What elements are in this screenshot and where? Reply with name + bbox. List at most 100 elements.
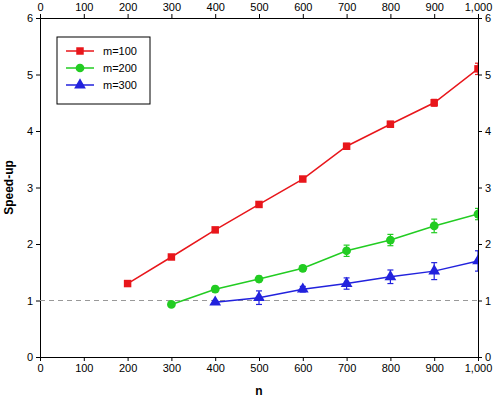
tick-label: 6: [485, 12, 491, 24]
tick-label: 100: [75, 362, 93, 374]
tick-label: 700: [338, 1, 356, 13]
tick-label: 800: [382, 362, 400, 374]
tick-label: 200: [119, 362, 137, 374]
tick-mark: [215, 14, 216, 18]
tick: 500: [250, 357, 268, 374]
tick: 1: [27, 295, 40, 307]
marker: [124, 280, 131, 287]
tick-label: 6: [27, 12, 33, 24]
legend-entry: m=300: [66, 78, 137, 91]
tick: 200: [119, 357, 137, 374]
axis-line: [41, 358, 479, 362]
error-bar-cap: [475, 250, 478, 251]
marker: [255, 275, 264, 284]
axis: 0 1 2 3 4 5 6: [478, 12, 491, 363]
marker: [385, 270, 397, 280]
tick-label: 0: [37, 362, 43, 374]
tick: 500: [250, 1, 268, 18]
tick: 700: [338, 357, 356, 374]
tick-label: 800: [382, 1, 400, 13]
tick-mark: [36, 357, 40, 358]
error-bar: [387, 121, 393, 127]
axis: 01002003004005006007008009001,000: [37, 1, 492, 19]
marker: [430, 222, 439, 231]
legend-marker: [74, 78, 86, 88]
tick-mark: [303, 357, 304, 361]
tick-label: 500: [250, 362, 268, 374]
marker: [387, 120, 394, 127]
axis-line: [36, 19, 41, 358]
series-line: [128, 69, 478, 284]
tick-mark: [478, 244, 482, 245]
series-line: [171, 214, 478, 304]
y-axis-title: Speed-up: [2, 160, 16, 215]
axis: 0 100 200 300 400 500 600 700 800 900 1,000: [37, 357, 492, 374]
legend-marker: [76, 64, 85, 73]
legend-entry: m=100: [66, 45, 137, 57]
tick-mark: [36, 188, 40, 189]
legend-label: m=300: [103, 79, 137, 91]
tick: 300: [163, 1, 181, 18]
marker: [298, 264, 307, 273]
tick-label: 0: [37, 1, 43, 13]
axis: 0123456: [27, 12, 41, 363]
error-bar-cap: [431, 219, 437, 220]
axis-line: [41, 14, 479, 19]
tick-label: 400: [207, 362, 225, 374]
tick: 4: [478, 125, 491, 137]
error-bar-cap: [431, 262, 437, 263]
tick-label: 1,000: [465, 362, 493, 374]
tick: 900: [426, 357, 444, 374]
marker: [255, 201, 262, 208]
marker: [342, 246, 351, 255]
tick: 800: [382, 357, 400, 374]
legend-label: m=200: [103, 62, 137, 74]
marker: [428, 264, 440, 274]
tick-mark: [128, 357, 129, 361]
tick-label: 700: [338, 362, 356, 374]
tick: 3: [478, 182, 491, 194]
marker: [474, 210, 478, 219]
tick-mark: [36, 75, 40, 76]
tick-label: 600: [294, 362, 312, 374]
error-bar-cap: [475, 74, 478, 75]
legend-marker: [76, 47, 83, 54]
tick: 2: [478, 238, 491, 250]
tick: 6: [478, 12, 491, 24]
tick-mark: [36, 18, 40, 19]
tick-label: 0: [485, 351, 491, 363]
tick-mark: [478, 14, 479, 18]
error-bar: [431, 99, 437, 106]
marker: [430, 99, 437, 106]
marker: [211, 285, 220, 294]
marker: [299, 175, 306, 182]
tick-label: 3: [27, 182, 33, 194]
tick-mark: [478, 18, 482, 19]
marker: [167, 300, 176, 309]
tick-mark: [478, 301, 482, 302]
tick: 800: [382, 1, 400, 18]
tick-label: 300: [163, 362, 181, 374]
tick: 1: [478, 295, 491, 307]
error-bar-cap: [475, 208, 478, 209]
tick-mark: [303, 14, 304, 18]
tick-mark: [478, 357, 482, 358]
tick: 600: [294, 1, 312, 18]
marker: [211, 226, 218, 233]
tick-label: 900: [426, 362, 444, 374]
error-bar-cap: [475, 271, 478, 272]
tick-label: 2: [27, 238, 33, 250]
tick: 700: [338, 1, 356, 18]
legend-frame: [57, 37, 150, 104]
tick: 200: [119, 1, 137, 18]
error-bar-cap: [431, 279, 437, 280]
tick-mark: [171, 357, 172, 361]
tick-label: 5: [485, 69, 491, 81]
marker: [386, 236, 395, 245]
tick-mark: [128, 14, 129, 18]
tick-mark: [259, 357, 260, 361]
marker: [341, 277, 353, 287]
tick: 2: [27, 238, 40, 250]
error-bar-cap: [387, 245, 393, 246]
marker: [297, 282, 309, 292]
